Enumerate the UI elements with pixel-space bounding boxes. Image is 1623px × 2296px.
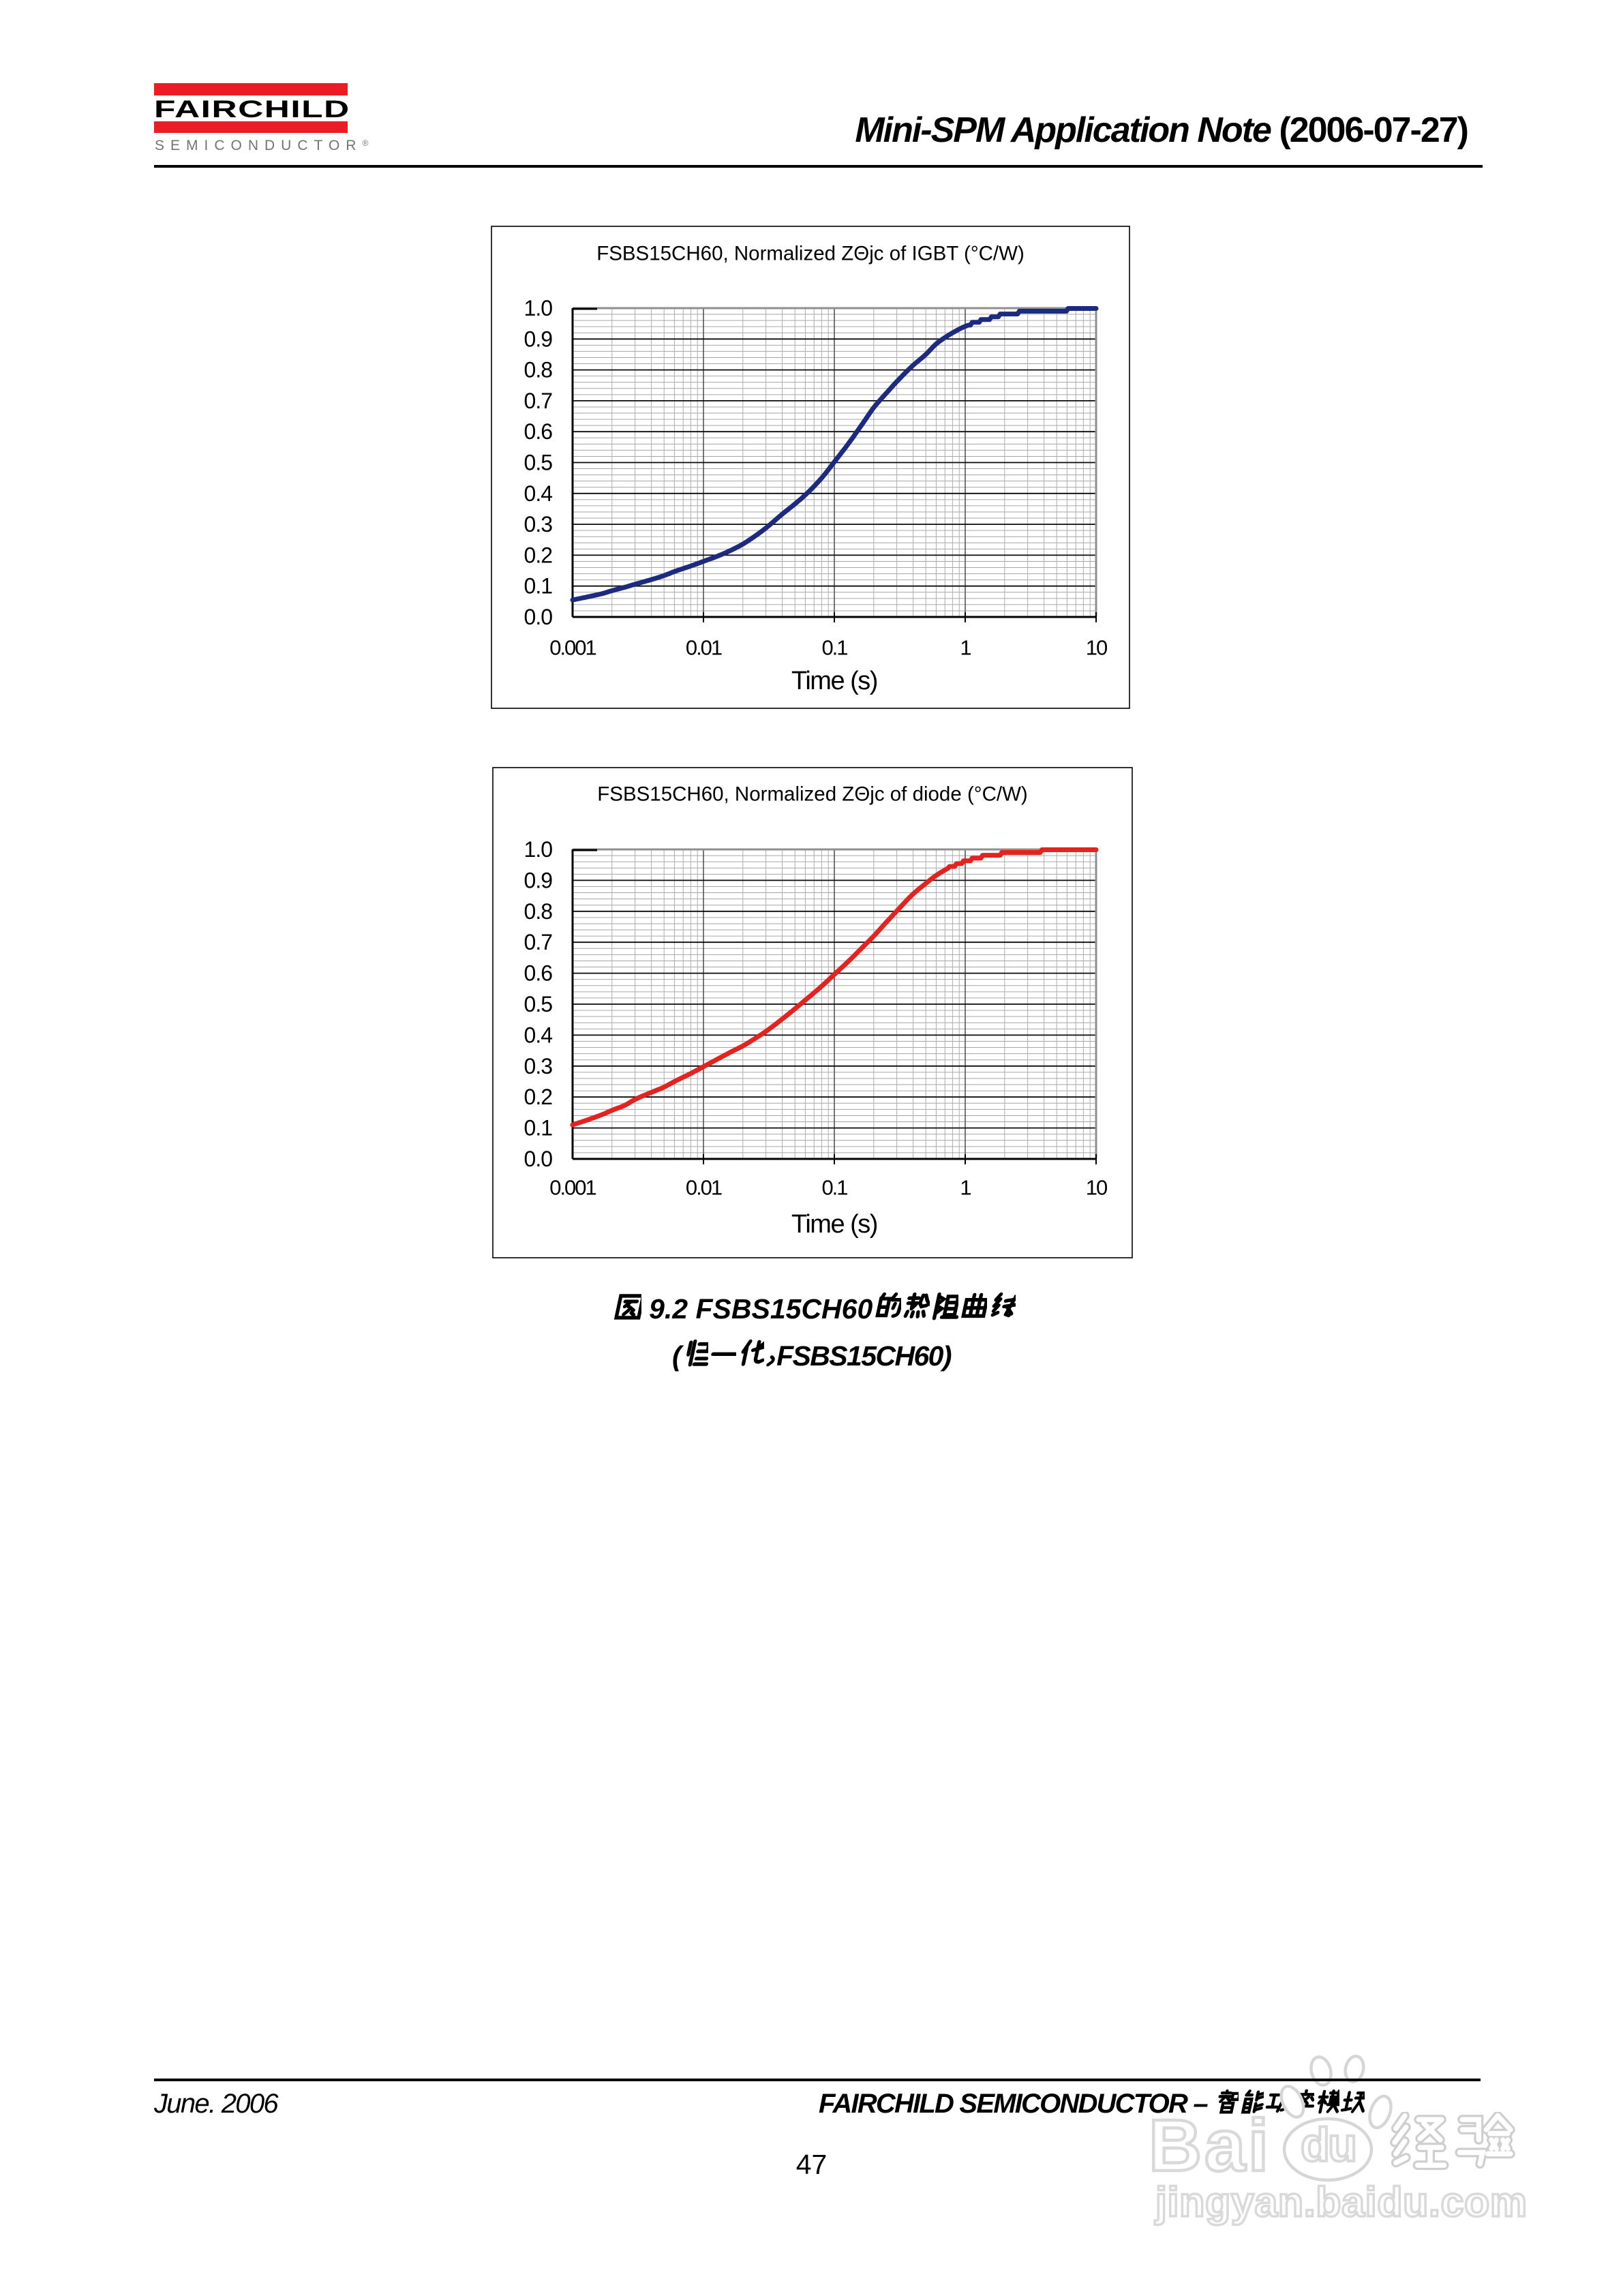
svg-text:0.01: 0.01 <box>686 1176 722 1200</box>
svg-text:10: 10 <box>1086 636 1108 660</box>
svg-text:0.9: 0.9 <box>524 327 553 351</box>
svg-text:0.01: 0.01 <box>686 636 722 660</box>
svg-text:0.1: 0.1 <box>524 1116 553 1141</box>
svg-text:0.4: 0.4 <box>524 1023 553 1047</box>
svg-text:0.3: 0.3 <box>524 512 553 537</box>
svg-text:0.001: 0.001 <box>549 1176 596 1200</box>
svg-text:0.5: 0.5 <box>524 451 553 475</box>
svg-text:0.1: 0.1 <box>524 574 553 599</box>
svg-text:0.6: 0.6 <box>524 419 553 444</box>
svg-text:Time (s): Time (s) <box>791 667 877 695</box>
svg-text:1: 1 <box>960 1176 971 1200</box>
svg-text:Time (s): Time (s) <box>791 1210 877 1239</box>
svg-text:10: 10 <box>1086 1176 1108 1200</box>
svg-text:0.5: 0.5 <box>524 992 553 1016</box>
svg-text:0.3: 0.3 <box>524 1054 553 1078</box>
svg-text:0.8: 0.8 <box>524 899 553 924</box>
svg-text:0.1: 0.1 <box>821 636 847 660</box>
svg-text:0.2: 0.2 <box>524 1085 553 1109</box>
svg-text:0.1: 0.1 <box>821 1176 847 1200</box>
svg-text:0.4: 0.4 <box>524 481 553 506</box>
svg-text:0.0: 0.0 <box>524 1147 553 1171</box>
svg-text:0.7: 0.7 <box>524 389 553 413</box>
svg-text:0.9: 0.9 <box>524 868 553 892</box>
svg-text:1.0: 1.0 <box>524 296 553 320</box>
svg-text:FSBS15CH60, Normalized ZΘjc of: FSBS15CH60, Normalized ZΘjc of IGBT (°C/… <box>596 243 1025 265</box>
svg-text:0.6: 0.6 <box>524 961 553 986</box>
svg-text:0.2: 0.2 <box>524 543 553 567</box>
svg-text:0.0: 0.0 <box>524 605 553 629</box>
svg-text:1.0: 1.0 <box>524 837 553 862</box>
svg-text:0.8: 0.8 <box>524 358 553 382</box>
svg-text:0.7: 0.7 <box>524 930 553 954</box>
svg-text:FSBS15CH60, Normalized ZΘjc of: FSBS15CH60, Normalized ZΘjc of diode (°C… <box>597 783 1027 806</box>
svg-text:0.001: 0.001 <box>549 636 596 660</box>
svg-text:1: 1 <box>960 636 971 660</box>
